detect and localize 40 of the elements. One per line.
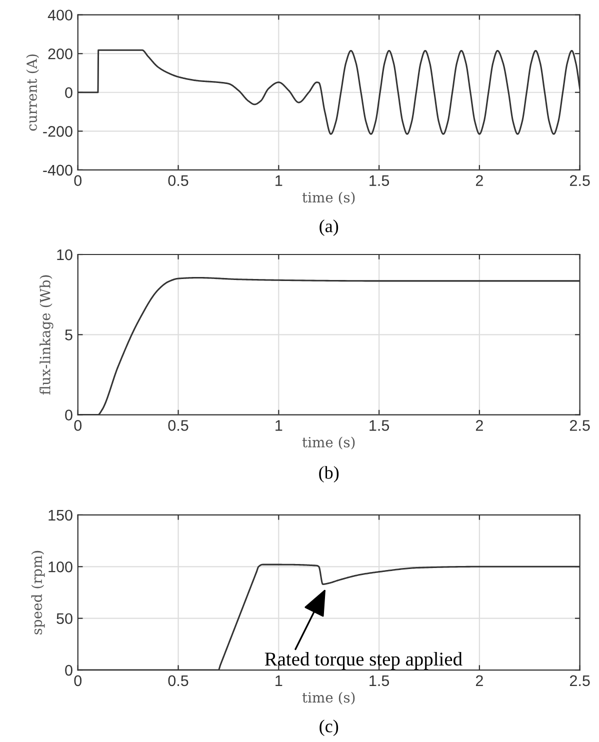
y-tick-label: 0 (65, 410, 72, 420)
x-axis-title: time (s) (302, 436, 355, 450)
x-tick-label: 1 (276, 175, 282, 186)
text: (a) (320, 220, 338, 236)
y-axis-title: speed (rpm) (31, 550, 45, 634)
x-tick-label: 1.5 (370, 420, 390, 431)
x-tick-label: 2 (476, 175, 483, 186)
y-tick-label: 200 (48, 48, 72, 60)
y-tick-label: -200 (43, 126, 72, 137)
x-tick-label: 2.5 (570, 420, 590, 431)
x-tick-label: 1.5 (370, 175, 390, 186)
x-tick-label: 2 (476, 675, 483, 686)
x-tick-label: 2.5 (570, 175, 590, 186)
x-axis-title: time (s) (302, 192, 355, 205)
x-tick-label: 0.5 (168, 675, 188, 686)
x-tick-label: 0 (74, 175, 82, 186)
x-tick-label: 2.5 (570, 675, 590, 686)
y-tick-label: 0 (65, 87, 72, 98)
y-axis-title: flux-linkage (Wb) (40, 275, 54, 395)
x-tick-label: 0 (74, 420, 82, 431)
y-tick-label: -400 (43, 164, 72, 176)
x-tick-label: 1 (276, 420, 282, 431)
y-tick-label: 10 (57, 249, 72, 260)
annotation: Rated torque step applied (264, 652, 462, 670)
x-tick-label: 1.5 (370, 675, 390, 686)
text: (b) (319, 466, 339, 482)
text: (c) (320, 720, 338, 736)
y-tick-label: 5 (65, 330, 72, 340)
y-tick-label: 100 (48, 562, 72, 572)
y-tick-label: 400 (48, 10, 72, 21)
x-tick-label: 2 (476, 420, 483, 431)
x-axis-title: time (s) (302, 692, 355, 705)
x-tick-label: 0.5 (168, 420, 188, 431)
x-tick-label: 0 (74, 675, 82, 686)
x-tick-label: 0.5 (168, 175, 188, 186)
y-axis-title: current (A) (26, 54, 39, 131)
y-tick-label: 150 (48, 510, 72, 521)
y-tick-label: 50 (56, 613, 72, 624)
x-tick-label: 1 (276, 675, 282, 686)
y-tick-label: 0 (65, 664, 72, 676)
